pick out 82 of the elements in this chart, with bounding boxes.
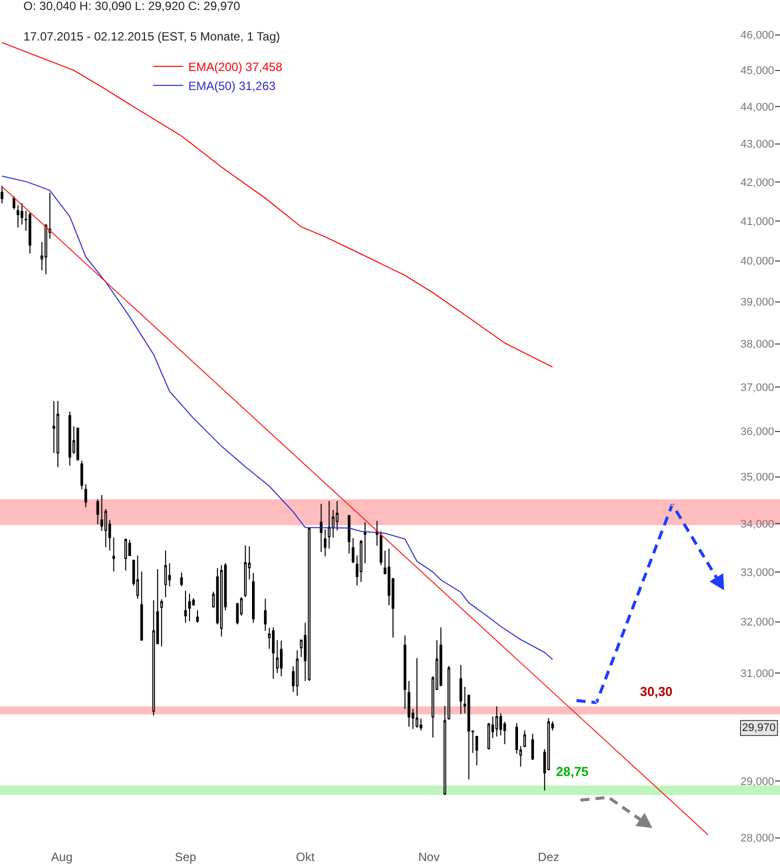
y-tick-label: 33,000 — [740, 566, 774, 579]
candlestick — [276, 640, 279, 674]
y-tick-label: 28,000 — [740, 832, 774, 845]
y-tick-label: 44,000 — [740, 102, 774, 114]
y-tick-label: 42,000 — [740, 176, 774, 189]
candlestick — [244, 544, 247, 598]
candlestick — [264, 598, 267, 632]
y-tick-label: 29,000 — [740, 776, 774, 788]
candlestick — [220, 564, 223, 638]
candlestick — [523, 730, 526, 748]
candlestick — [475, 735, 478, 766]
y-tick-label: 35,000 — [740, 472, 774, 484]
annotation: 29,970 — [742, 722, 776, 734]
candlestick — [280, 640, 283, 677]
candlestick — [196, 610, 199, 624]
candlestick — [184, 590, 187, 624]
text: 17.07.2015 - 02.12.2015 (EST, 5 Monate, 1 Tag) — [23, 30, 280, 44]
annotation: 28,75 — [556, 764, 589, 779]
candlestick — [164, 550, 167, 598]
chart-title: O: 30,040 H: 30,090 L: 29,920 C: 29,970 — [23, 0, 241, 14]
candlestick — [140, 571, 143, 642]
y-tick-label: 41,000 — [740, 216, 774, 228]
candlestick — [495, 706, 498, 737]
y-tick-label: 36,000 — [740, 426, 774, 438]
candlestick — [84, 484, 88, 508]
y-tick-label: 37,000 — [740, 382, 774, 394]
candlestick — [252, 572, 255, 624]
candlestick — [124, 538, 128, 572]
y-tick-label: 39,000 — [740, 296, 774, 309]
y-tick-label: 34,000 — [740, 518, 774, 531]
candlestick — [136, 554, 139, 600]
x-tick-label: Nov — [418, 850, 440, 864]
candlestick — [459, 664, 462, 714]
y-tick-label: 46,000 — [740, 30, 774, 42]
candlestick — [531, 733, 534, 760]
legend-label: EMA(50) 31,263 — [188, 79, 276, 94]
candlestick — [0, 185, 4, 204]
candlestick — [360, 539, 362, 582]
x-tick-label: Dez — [538, 850, 560, 864]
y-tick-label: 32,000 — [740, 616, 774, 629]
candlestick — [348, 514, 350, 554]
candlestick — [380, 530, 382, 566]
candlestick — [96, 498, 100, 525]
candlestick — [320, 503, 323, 553]
candlestick — [12, 196, 16, 210]
candlestick — [440, 626, 442, 687]
legend-label: EMA(200) 37,458 — [188, 60, 283, 74]
candlestick — [56, 400, 60, 468]
candlestick — [324, 528, 326, 557]
candlestick — [444, 705, 446, 796]
candlestick — [180, 572, 183, 587]
candlestick — [408, 680, 410, 728]
candlestick — [160, 598, 163, 647]
x-tick-label: Okt — [296, 850, 316, 864]
candlestick — [308, 527, 311, 682]
y-tick-label: 43,000 — [740, 138, 774, 151]
y-tick-label: 31,000 — [740, 668, 774, 680]
candlestick — [188, 593, 191, 622]
x-tick-label: Aug — [51, 850, 73, 864]
candlestick — [68, 411, 72, 466]
candlestick — [364, 522, 366, 564]
annotation: 30,30 — [640, 684, 673, 699]
candlestick — [352, 538, 354, 564]
y-tick-label: 40,000 — [740, 256, 774, 268]
candlestick — [416, 658, 418, 728]
y-tick-label: 38,000 — [740, 338, 774, 351]
candlestick — [296, 650, 299, 696]
candlestick — [28, 212, 32, 254]
candlestick — [272, 626, 275, 680]
candlestick — [76, 427, 80, 461]
line-series — [1, 42, 554, 368]
candlestick — [80, 460, 84, 490]
candlestick — [376, 520, 378, 546]
y-tick-label: 45,000 — [740, 65, 774, 78]
candlestick — [404, 635, 406, 710]
candlestick — [20, 202, 24, 225]
candlestick — [112, 537, 116, 572]
candlestick — [16, 204, 20, 228]
candlestick — [448, 665, 450, 720]
candlestick — [328, 500, 330, 550]
line-series — [1, 176, 554, 660]
x-tick-label: Sep — [174, 850, 197, 864]
